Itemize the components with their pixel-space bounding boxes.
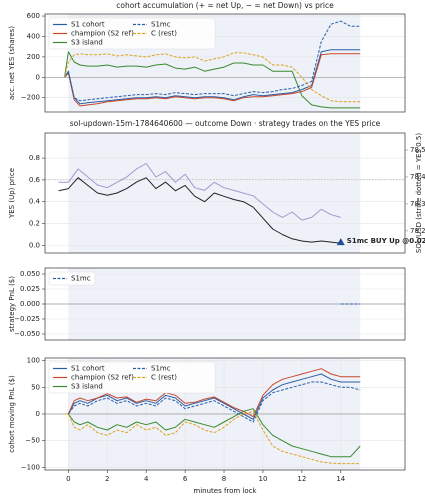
y2-tick-label: 78.4 <box>410 173 425 181</box>
series-line <box>64 20 361 102</box>
legend-box <box>48 361 216 394</box>
legend-label: S1mc <box>71 275 91 283</box>
legend-label: champion (S2 ref) <box>71 30 134 38</box>
y-tick-label: 400 <box>27 32 40 40</box>
y-axis-label: YES (Up) price <box>8 168 16 219</box>
y-tick-label: 100 <box>27 357 40 365</box>
y-axis-label: strategy PnL ($) <box>8 276 16 332</box>
y-tick-label: 0.000 <box>20 300 40 308</box>
y-tick-label: 0.050 <box>20 270 40 278</box>
series-line <box>64 410 361 465</box>
series-line <box>58 177 341 244</box>
legend-label: S3 island <box>71 39 103 47</box>
chart-title: cohort accumulation (+ = net Up, − = net… <box>116 1 334 10</box>
y2-tick-label: 78.2 <box>410 227 425 235</box>
legend-label: C (rest) <box>151 30 177 38</box>
series-line <box>64 51 361 109</box>
legend-label: C (rest) <box>151 374 177 382</box>
x-tick-label: 10 <box>258 475 267 483</box>
series-line <box>64 368 361 418</box>
y-tick-label: −50 <box>25 437 40 445</box>
x-tick-label: 2 <box>105 475 109 483</box>
y2-tick-label: 78.3 <box>410 200 425 208</box>
x-tick-label: 0 <box>66 475 70 483</box>
series-line <box>64 49 361 105</box>
plot-frame <box>44 132 406 254</box>
y-axis-label: cohort moving PnL ($) <box>8 375 16 453</box>
x-tick-label: 12 <box>297 475 306 483</box>
x-tick-label: 8 <box>222 475 226 483</box>
y-tick-label: −0.025 <box>14 315 40 323</box>
legend-label: S1 cohort <box>71 21 105 29</box>
y-tick-label: 600 <box>27 12 40 20</box>
series-line <box>64 381 361 423</box>
legend-box <box>48 271 96 286</box>
series-line <box>64 53 361 107</box>
y-tick-label: 0 <box>36 73 40 81</box>
legend-label: S1mc <box>151 21 171 29</box>
y-tick-label: 0.0 <box>29 241 40 249</box>
x-tick-label: 4 <box>144 475 149 483</box>
plot-frame <box>44 13 406 113</box>
series-line <box>64 52 361 103</box>
y-tick-label: 0.6 <box>29 176 41 184</box>
x-axis-label: minutes from lock <box>193 487 257 495</box>
y-tick-label: 50 <box>31 383 40 391</box>
y-tick-label: −0.050 <box>14 330 40 338</box>
legend-label: S1 cohort <box>71 365 105 373</box>
trade-marker <box>336 238 345 246</box>
trade-label: S1mc BUY Up @0.02 <box>347 237 425 245</box>
x-tick-label: 6 <box>183 475 188 483</box>
plot-frame <box>44 357 406 471</box>
y2-axis-label: SOL/USD (strike dotted = YES 0.5) <box>415 133 423 253</box>
y2-tick-label: 78.5 <box>410 146 425 154</box>
chart-title: sol-updown-15m-1784640600 — outcome Down… <box>70 119 381 128</box>
legend-label: S1mc <box>151 365 171 373</box>
series-line <box>64 408 361 458</box>
y-tick-label: 0.4 <box>29 198 41 206</box>
y-tick-label: −100 <box>21 463 40 471</box>
legend-label: champion (S2 ref) <box>71 374 134 382</box>
y-axis-label: acc. net YES (shares) <box>8 26 16 100</box>
series-line <box>58 163 341 221</box>
y-tick-label: 0.2 <box>29 220 40 228</box>
y-tick-label: 0 <box>36 410 40 418</box>
y-tick-label: 0.8 <box>29 154 40 162</box>
legend-box <box>48 17 216 50</box>
plot-frame <box>44 267 406 341</box>
x-tick-label: 14 <box>336 475 345 483</box>
y-tick-label: −200 <box>21 94 40 102</box>
y-tick-label: 0.025 <box>20 285 40 293</box>
legend-label: S3 island <box>71 383 103 391</box>
y-tick-label: 200 <box>27 53 40 61</box>
